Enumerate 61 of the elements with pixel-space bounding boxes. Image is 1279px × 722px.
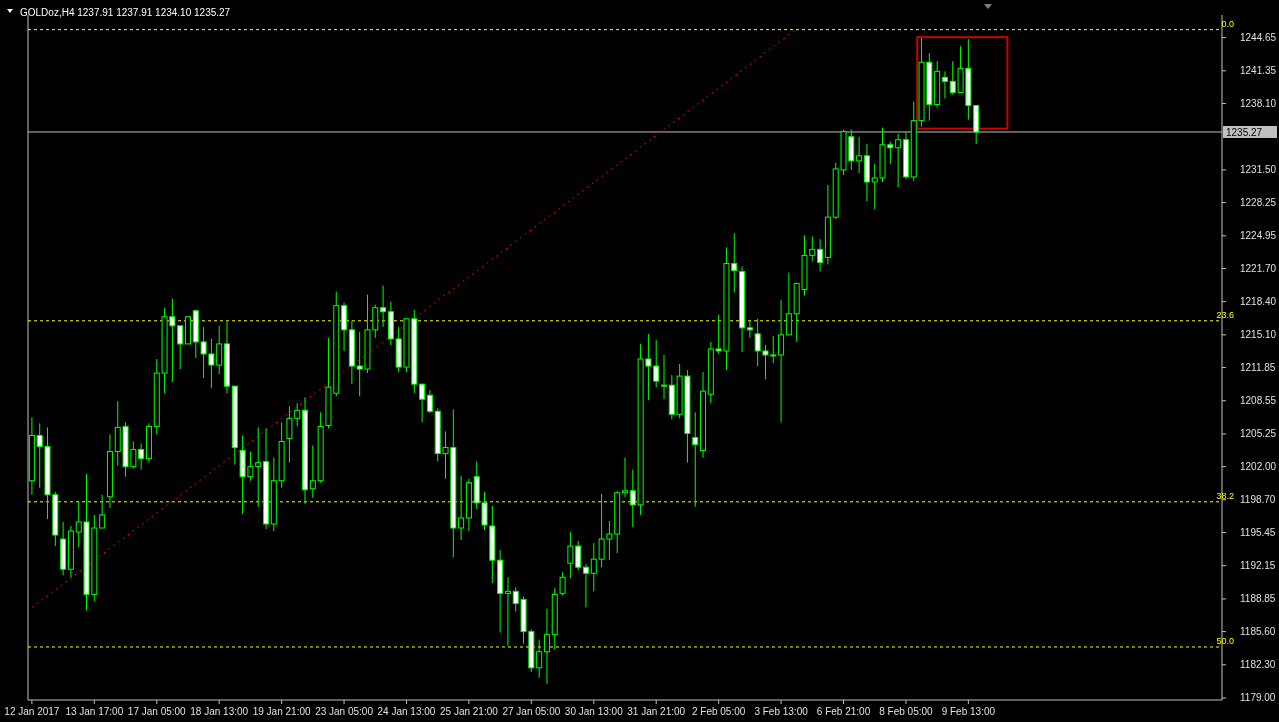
y-tick-label: 1228.25 — [1240, 197, 1277, 209]
x-tick-label: 18 Jan 13:00 — [190, 706, 249, 717]
x-tick-label: 13 Jan 17:00 — [65, 706, 124, 717]
x-tick-label: 12 Jan 2017 — [4, 706, 60, 717]
y-tick-label: 1179.00 — [1240, 692, 1276, 704]
y-tick-label: 1192.15 — [1240, 560, 1276, 572]
y-tick-label: 1244.65 — [1240, 32, 1277, 44]
candlestick — [426, 389, 433, 414]
candlestick — [419, 383, 426, 423]
y-tick-label: 1221.70 — [1240, 262, 1277, 274]
candlestick — [895, 133, 902, 188]
x-tick-label: 3 Feb 13:00 — [754, 706, 809, 717]
candlestick — [778, 299, 785, 423]
y-tick-label: 1202.00 — [1240, 461, 1277, 473]
x-tick-label: 24 Jan 13:00 — [377, 706, 436, 717]
x-tick-label: 9 Feb 13:00 — [941, 706, 996, 717]
y-tick-label: 1231.50 — [1240, 164, 1277, 176]
x-tick-label: 30 Jan 13:00 — [564, 706, 624, 717]
candlestick — [746, 319, 753, 339]
annotation: 50.0 — [1216, 635, 1234, 646]
candlestick — [941, 70, 948, 99]
x-tick-label: 19 Jan 21:00 — [252, 706, 311, 717]
candlestick — [582, 563, 589, 608]
x-tick-label: 27 Jan 05:00 — [502, 706, 561, 717]
candlestick — [99, 494, 106, 529]
x-tick-label: 31 Jan 21:00 — [627, 706, 686, 717]
candlestick — [661, 354, 668, 400]
annotation: 23.6 — [1216, 309, 1234, 320]
x-tick-label: 6 Feb 21:00 — [816, 706, 871, 717]
annotation: 0.0 — [1221, 18, 1234, 29]
candlestick — [692, 411, 699, 508]
annotation: 38.2 — [1216, 490, 1234, 501]
candlestick — [458, 475, 465, 541]
ref-line-label: 1235.27 — [1226, 126, 1263, 138]
candlestick — [856, 136, 863, 174]
y-tick-label: 1208.55 — [1240, 395, 1277, 407]
candlestick — [559, 571, 566, 596]
candlestick — [543, 607, 550, 685]
y-tick-label: 1211.85 — [1240, 362, 1276, 374]
y-tick-label: 1215.10 — [1240, 329, 1277, 341]
candlestick — [785, 272, 792, 336]
x-tick-label: 17 Jan 05:00 — [127, 706, 187, 717]
candlestick — [504, 576, 511, 647]
candlestick — [622, 457, 628, 498]
y-tick-label: 1185.60 — [1240, 626, 1276, 638]
chart-title: GOLDoz,H4 1237.91 1237.91 1234.10 1235.27 — [20, 7, 231, 18]
y-tick-label: 1195.45 — [1240, 527, 1276, 539]
y-tick-label: 1182.30 — [1240, 659, 1276, 671]
candlestick — [817, 238, 824, 272]
y-tick-label: 1224.95 — [1240, 230, 1277, 242]
y-tick-label: 1238.10 — [1240, 98, 1277, 110]
candlestick — [380, 285, 387, 328]
x-tick-label: 8 Feb 05:00 — [879, 706, 934, 717]
y-tick-label: 1205.25 — [1240, 428, 1277, 440]
x-tick-label: 2 Feb 05:00 — [691, 706, 746, 717]
x-tick-label: 23 Jan 05:00 — [315, 706, 374, 717]
y-tick-label: 1188.85 — [1240, 593, 1276, 605]
y-tick-label: 1198.70 — [1240, 494, 1276, 506]
x-tick-label: 25 Jan 21:00 — [440, 706, 499, 717]
y-tick-label: 1241.35 — [1240, 65, 1277, 77]
y-tick-label: 1218.40 — [1240, 296, 1277, 308]
